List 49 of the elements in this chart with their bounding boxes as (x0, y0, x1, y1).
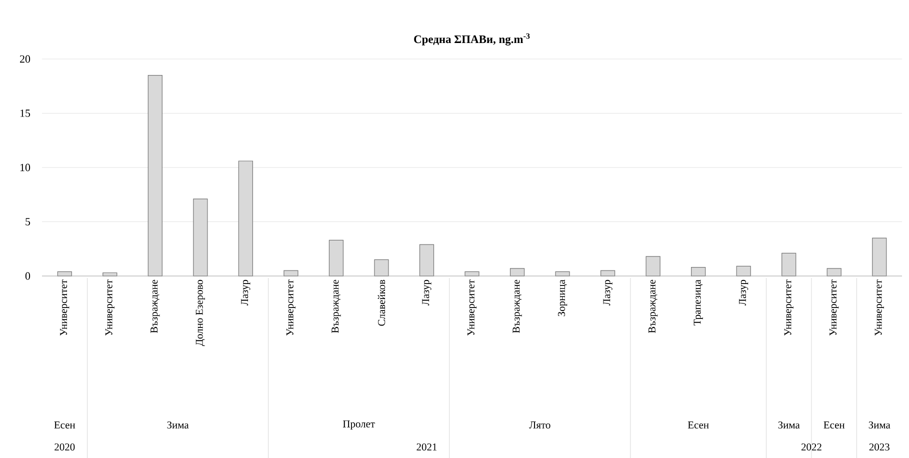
text: Зима (778, 421, 800, 429)
bar (736, 266, 751, 276)
y-tick-label: 0 (25, 272, 30, 280)
bar (374, 259, 389, 276)
bar (510, 268, 525, 276)
x-tick-label: Университет (467, 280, 477, 336)
bar (284, 270, 298, 276)
x-tick-label: Университет (286, 280, 296, 336)
x-tick-label: Възраждане (512, 280, 522, 334)
x-tick-label: Трапезица (694, 280, 703, 326)
bar (782, 252, 796, 276)
bar (600, 270, 616, 276)
text: Лято (529, 422, 550, 428)
text: Есен (54, 422, 76, 428)
x-tick-label: Възраждане (150, 280, 160, 334)
text: Пролет (342, 420, 375, 430)
y-tick-label: 5 (26, 218, 30, 226)
text: Есен (824, 422, 845, 428)
x-tick-label: Университет (784, 280, 794, 336)
bar (691, 267, 706, 276)
y-tick-label: 10 (20, 164, 30, 172)
x-tick-label: Възраждане (332, 280, 341, 334)
x-tick-label: Славейков (378, 280, 386, 326)
text: Зима (167, 421, 189, 429)
text: Зима (868, 421, 890, 429)
x-tick-label: Университет (60, 280, 70, 336)
x-tick-label: Лазур (739, 280, 748, 306)
text: 2021 (416, 443, 437, 451)
bar (872, 238, 887, 276)
text: 2023 (869, 443, 890, 451)
bar (419, 244, 434, 276)
x-tick-label: Университет (105, 280, 114, 336)
x-tick-label: Възраждане (648, 280, 658, 334)
y-tick-label: 20 (20, 55, 30, 63)
x-tick-label: Университет (830, 280, 839, 336)
x-tick-label: Зорница (558, 280, 568, 316)
x-tick-label: Долно Езерово (196, 280, 205, 346)
text: Есен (688, 422, 709, 428)
bar (646, 256, 660, 276)
bar (328, 240, 344, 276)
x-tick-label: Университет (874, 280, 884, 336)
chart-title: Средна ΣПАВи, ng.m$^{-3}$ (414, 33, 530, 46)
text: 2020 (54, 443, 75, 451)
text: 2022 (801, 443, 822, 451)
x-tick-label: Лазур (241, 280, 250, 306)
y-tick-label: 15 (20, 110, 30, 117)
bar (826, 268, 842, 276)
x-tick-label: Лазур (603, 280, 612, 306)
x-tick-label: Лазур (422, 280, 432, 306)
